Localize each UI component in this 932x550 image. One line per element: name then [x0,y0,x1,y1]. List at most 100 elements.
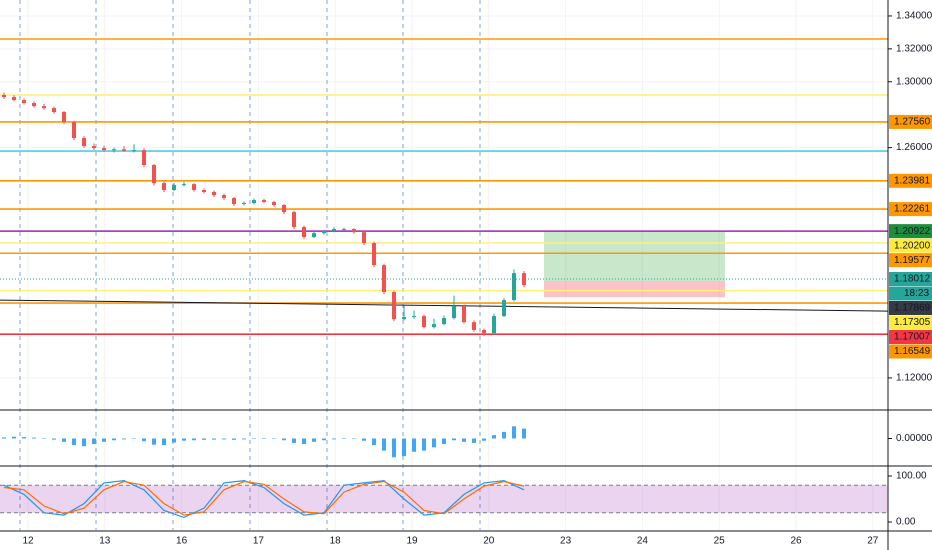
price-label-box [889,238,932,253]
candle-body [442,318,446,325]
macd-bar [332,438,336,440]
price-label: 1.20200 [894,240,931,251]
candle-body [312,233,316,238]
candle-body [222,195,226,199]
macd-bar [182,438,186,441]
x-tick-label: 19 [406,536,418,547]
candle-body [82,138,86,147]
candle-body [272,202,276,205]
candle-body [152,165,156,184]
macd-bar [462,438,466,442]
stoch-line [3,479,525,519]
candle-body [512,273,516,301]
candle-body [452,306,456,319]
price-label: 1.19577 [894,255,931,266]
candle-body [2,94,6,98]
macd-bar [72,438,76,446]
candle-body [402,317,406,320]
macd-bar [172,438,176,443]
macd-bar [512,426,516,439]
price-label: 1.17869 [894,303,931,314]
candle-body [102,148,106,151]
macd-bar [132,438,136,439]
x-tick-label: 17 [253,536,265,547]
macd-bar [472,438,476,443]
candle-body [302,227,306,238]
x-tick-label: 16 [176,536,188,547]
candle-body [42,106,46,109]
candle-body [332,229,336,231]
candle-body [262,200,266,203]
macd-tick-label: 0.00000 [896,433,932,444]
macd-bar [302,438,306,445]
candle-body [432,324,436,328]
macd-bar [482,438,486,441]
macd-bar [322,438,326,441]
candle-body [252,200,256,204]
candle-body [172,185,176,191]
price-label: 1.17007 [894,332,931,343]
macd-bar [52,438,56,440]
price-label: 1.17305 [894,317,931,328]
y-tick-label: 1.34000 [896,11,932,22]
price-label-box [889,344,932,359]
price-label: 1.27560 [894,117,931,128]
macd-bar [142,438,146,442]
x-tick-label: 24 [637,536,649,547]
price-label: 1.23981 [894,175,931,186]
price-label-box [889,202,932,217]
macd-bar [12,436,16,439]
macd-bar [362,438,366,441]
macd-bar [212,438,216,440]
macd-bar [402,438,406,457]
macd-bar [2,437,6,439]
x-tick-label: 27 [867,536,879,547]
macd-bar [282,438,286,441]
price-label-box [889,330,932,345]
candle-body [112,149,116,151]
position-stop [544,281,725,298]
macd-bar [292,438,296,443]
stoch-band [0,485,888,513]
candle-body [72,122,76,139]
macd-bar [352,438,356,439]
countdown: 18:23 [904,288,929,299]
price-label-box [889,253,932,268]
x-tick-label: 13 [99,536,111,547]
macd-bar [412,438,416,452]
candle-body [412,316,416,318]
macd-bar [252,438,256,439]
candle-body [232,198,236,205]
y-tick-label: 1.32000 [896,44,932,55]
price-label: 1.18012 [894,274,931,285]
stoch-line [3,480,525,516]
candle-body [382,265,386,293]
x-tick-label: 20 [483,536,495,547]
macd-bar [222,438,226,440]
candle-body [372,243,376,266]
macd-bar [22,437,26,439]
y-tick-label: 1.12000 [896,373,932,384]
candle-body [142,150,146,166]
price-label: 1.20922 [894,226,931,237]
candle-body [292,212,296,228]
candle-body [182,184,186,186]
macd-bar [112,438,116,441]
candle-body [422,316,426,328]
candle-body [462,306,466,323]
position-target [544,231,725,282]
x-tick-label: 23 [560,536,572,547]
x-tick-label: 26 [790,536,802,547]
macd-bar [62,438,66,442]
macd-bar [492,435,496,439]
macd-bar [82,438,86,447]
price-label: 1.22261 [894,204,931,215]
candle-body [92,146,96,149]
candle-body [202,190,206,193]
candle-body [352,229,356,233]
macd-bar [192,438,196,441]
y-tick-label: 1.26000 [896,142,932,153]
macd-bar [422,438,426,451]
